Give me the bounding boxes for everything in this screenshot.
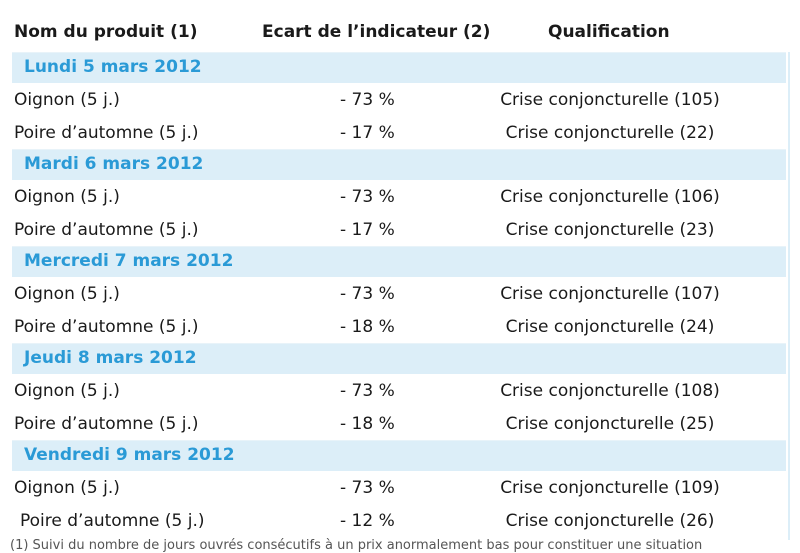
date-label: Vendredi 9 mars 2012 (24, 445, 235, 465)
qualification: Crise conjoncturelle (105) (500, 90, 720, 110)
price-crisis-table: Lundi 5 mars 2012 Oignon (5 j.) - 73 % C… (12, 52, 786, 537)
product-name: Poire d’automne (5 j.) (14, 123, 199, 143)
product-name: Poire d’automne (5 j.) (14, 414, 199, 434)
indicator-gap: - 73 % (340, 187, 395, 207)
date-row: Mercredi 7 mars 2012 (12, 246, 786, 277)
header-indicator-gap: Ecart de l’indicateur (2) (262, 22, 491, 42)
header-product-name: Nom du produit (1) (14, 22, 198, 42)
product-name: Oignon (5 j.) (14, 478, 120, 498)
product-name: Oignon (5 j.) (14, 381, 120, 401)
indicator-gap: - 73 % (340, 478, 395, 498)
header-qualification: Qualification (548, 22, 670, 42)
date-row: Mardi 6 mars 2012 (12, 149, 786, 180)
product-name: Oignon (5 j.) (14, 187, 120, 207)
indicator-gap: - 12 % (340, 511, 395, 531)
table-row: Poire d’automne (5 j.) - 18 % Crise conj… (12, 407, 786, 440)
table-row: Poire d’automne (5 j.) - 18 % Crise conj… (12, 310, 786, 343)
qualification: Crise conjoncturelle (23) (505, 220, 715, 240)
qualification: Crise conjoncturelle (109) (500, 478, 720, 498)
indicator-gap: - 18 % (340, 317, 395, 337)
product-name: Poire d’automne (5 j.) (20, 511, 205, 531)
qualification: Crise conjoncturelle (25) (505, 414, 715, 434)
qualification: Crise conjoncturelle (24) (505, 317, 715, 337)
table-row: Oignon (5 j.) - 73 % Crise conjoncturell… (12, 471, 786, 504)
indicator-gap: - 17 % (340, 123, 395, 143)
table-row: Oignon (5 j.) - 73 % Crise conjoncturell… (12, 83, 786, 116)
qualification: Crise conjoncturelle (107) (500, 284, 720, 304)
table-row: Oignon (5 j.) - 73 % Crise conjoncturell… (12, 374, 786, 407)
date-row: Vendredi 9 mars 2012 (12, 440, 786, 471)
product-name: Poire d’automne (5 j.) (14, 317, 199, 337)
footnote: (1) Suivi du nombre de jours ouvrés cons… (10, 538, 703, 553)
qualification: Crise conjoncturelle (106) (500, 187, 720, 207)
table-row: Oignon (5 j.) - 73 % Crise conjoncturell… (12, 277, 786, 310)
product-name: Poire d’automne (5 j.) (14, 220, 199, 240)
table-row: Oignon (5 j.) - 73 % Crise conjoncturell… (12, 180, 786, 213)
date-row: Lundi 5 mars 2012 (12, 52, 786, 83)
date-label: Mercredi 7 mars 2012 (24, 251, 234, 271)
date-label: Mardi 6 mars 2012 (24, 154, 204, 174)
table-row: Poire d’automne (5 j.) - 17 % Crise conj… (12, 116, 786, 149)
product-name: Oignon (5 j.) (14, 284, 120, 304)
qualification: Crise conjoncturelle (108) (500, 381, 720, 401)
qualification: Crise conjoncturelle (26) (505, 511, 715, 531)
table-border (788, 52, 790, 540)
date-row: Jeudi 8 mars 2012 (12, 343, 786, 374)
date-label: Jeudi 8 mars 2012 (24, 348, 197, 368)
indicator-gap: - 73 % (340, 381, 395, 401)
indicator-gap: - 17 % (340, 220, 395, 240)
indicator-gap: - 73 % (340, 90, 395, 110)
qualification: Crise conjoncturelle (22) (505, 123, 715, 143)
indicator-gap: - 73 % (340, 284, 395, 304)
table-header: Nom du produit (1) Ecart de l’indicateur… (0, 14, 790, 50)
date-label: Lundi 5 mars 2012 (24, 57, 202, 77)
table-row: Poire d’automne (5 j.) - 12 % Crise conj… (12, 504, 786, 537)
indicator-gap: - 18 % (340, 414, 395, 434)
table-row: Poire d’automne (5 j.) - 17 % Crise conj… (12, 213, 786, 246)
product-name: Oignon (5 j.) (14, 90, 120, 110)
